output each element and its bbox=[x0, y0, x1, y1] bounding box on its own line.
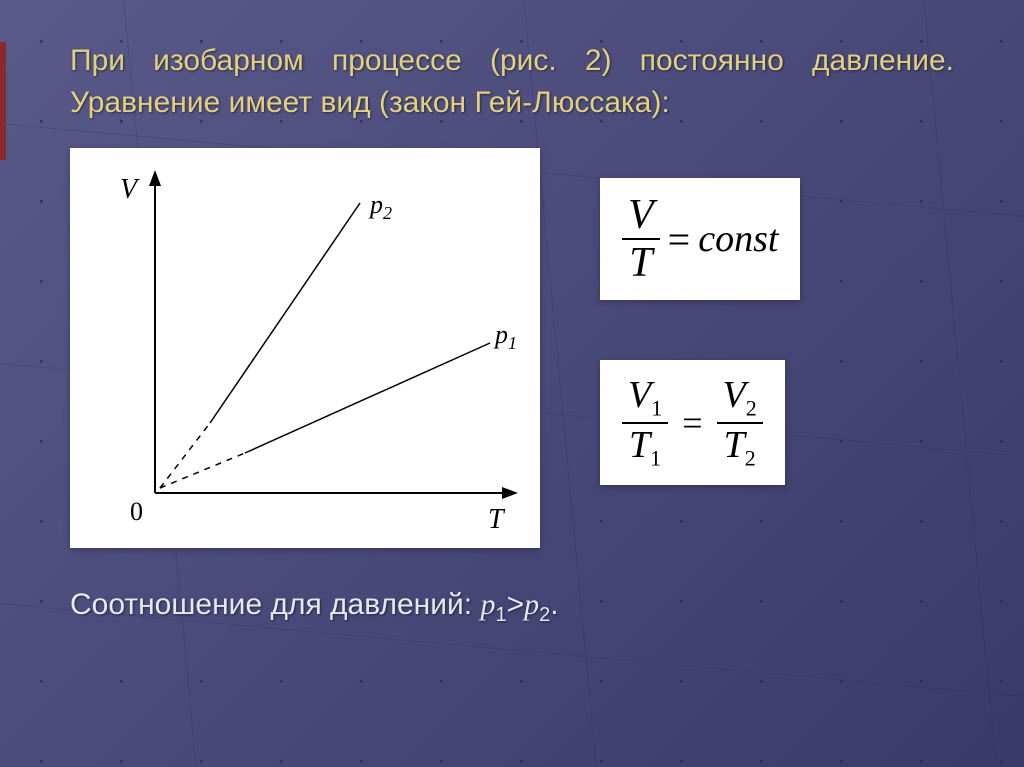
chart-line-p1-label: p1 bbox=[493, 320, 517, 353]
y-axis-arrow bbox=[149, 170, 161, 186]
equation-2: V1 T1 = V2 T2 bbox=[600, 360, 785, 485]
isobar-chart: V T 0 p2 p1 bbox=[70, 148, 540, 548]
eq1-numerator: V bbox=[622, 192, 660, 240]
slide-content: При изобарном процессе (рис. 2) постоянн… bbox=[0, 0, 1024, 767]
equation-1: V T = const bbox=[600, 178, 800, 300]
equations-column: V T = const V1 T1 = V2 bbox=[600, 178, 800, 485]
chart-line-p2 bbox=[210, 203, 360, 423]
eq1-rhs: const bbox=[698, 217, 778, 261]
y-axis-label: V bbox=[120, 174, 140, 205]
content-row: V T 0 p2 p1 V T bbox=[70, 148, 954, 548]
chart-line-p1-dash bbox=[160, 453, 245, 488]
eq2-left-num: V1 bbox=[622, 374, 668, 424]
eq1-denominator: T bbox=[623, 240, 658, 286]
origin-label: 0 bbox=[130, 497, 143, 526]
eq1-fraction: V T bbox=[622, 192, 660, 286]
eq2-left-den: T1 bbox=[623, 424, 667, 472]
x-axis-arrow bbox=[502, 487, 518, 499]
eq2-right-fraction: V2 T2 bbox=[717, 374, 763, 471]
chart-svg: V T 0 p2 p1 bbox=[70, 148, 540, 548]
eq2-left-fraction: V1 T1 bbox=[622, 374, 668, 471]
eq2-right-num: V2 bbox=[717, 374, 763, 424]
chart-line-p2-label: p2 bbox=[368, 190, 392, 223]
x-axis-label: T bbox=[488, 504, 506, 535]
slide-title: При изобарном процессе (рис. 2) постоянн… bbox=[70, 40, 954, 124]
eq2-right-den: T2 bbox=[718, 424, 762, 472]
chart-line-p1 bbox=[245, 343, 490, 453]
footer-text: Соотношение для давлений: p1>p2. bbox=[70, 588, 954, 627]
eq2-equals: = bbox=[682, 402, 702, 444]
eq1-equals: = bbox=[668, 216, 691, 263]
footer-prefix: Соотношение для давлений: bbox=[70, 588, 480, 621]
